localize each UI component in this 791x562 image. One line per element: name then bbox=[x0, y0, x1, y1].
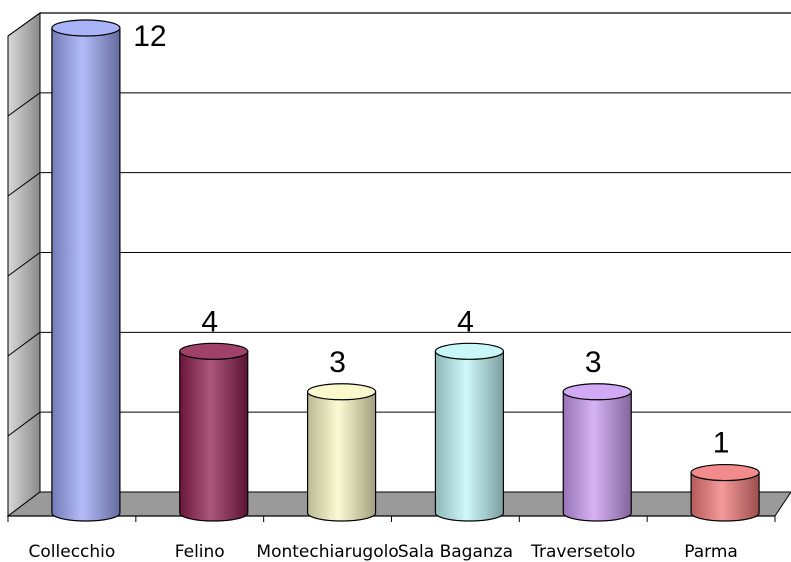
category-label: Sala Baganza bbox=[398, 542, 513, 562]
category-label: Parma bbox=[684, 542, 738, 562]
bar-felino bbox=[179, 342, 249, 522]
data-label: 4 bbox=[457, 305, 474, 338]
bar-body bbox=[179, 350, 249, 522]
bar-traversetolo bbox=[562, 383, 632, 522]
bars bbox=[51, 19, 760, 522]
bar-collecchio bbox=[51, 19, 121, 522]
bar-body bbox=[51, 27, 121, 522]
category-label: Traversetolo bbox=[530, 542, 635, 562]
bar-top bbox=[306, 383, 377, 401]
bar-body bbox=[434, 350, 505, 522]
bar-body bbox=[306, 391, 377, 522]
bar-top bbox=[434, 342, 505, 360]
bar-top bbox=[179, 342, 249, 360]
bar-body bbox=[690, 471, 760, 522]
category-label: Collecchio bbox=[29, 542, 116, 562]
gridlines bbox=[7, 12, 791, 437]
gridline-side bbox=[7, 331, 41, 357]
data-label: 3 bbox=[585, 346, 602, 379]
value-labels: 12 4 3 4 3 1 bbox=[133, 20, 729, 460]
gridline-side bbox=[7, 92, 41, 117]
gridline-side bbox=[7, 12, 41, 37]
category-label: Felino bbox=[175, 542, 225, 562]
bar-top bbox=[51, 19, 121, 37]
data-label: 4 bbox=[201, 305, 218, 338]
data-label: 1 bbox=[713, 427, 730, 460]
gridline-side bbox=[7, 411, 41, 437]
bar-top bbox=[562, 383, 632, 401]
data-label: 12 bbox=[133, 20, 166, 53]
x-axis bbox=[7, 515, 776, 522]
bar-top bbox=[690, 463, 760, 482]
category-label: Montechiarugolo bbox=[256, 542, 398, 562]
bar-sala-baganza bbox=[434, 342, 505, 522]
gridline-side bbox=[7, 172, 41, 197]
gridline-side bbox=[7, 252, 41, 277]
category-labels: Collecchio Felino Montechiarugolo Sala Baga… bbox=[29, 542, 738, 562]
bar-body bbox=[562, 391, 632, 522]
bar-parma bbox=[690, 463, 760, 522]
chart-floor bbox=[6, 491, 791, 517]
bar-montechiarugolo bbox=[306, 383, 377, 522]
data-label: 3 bbox=[329, 346, 346, 379]
